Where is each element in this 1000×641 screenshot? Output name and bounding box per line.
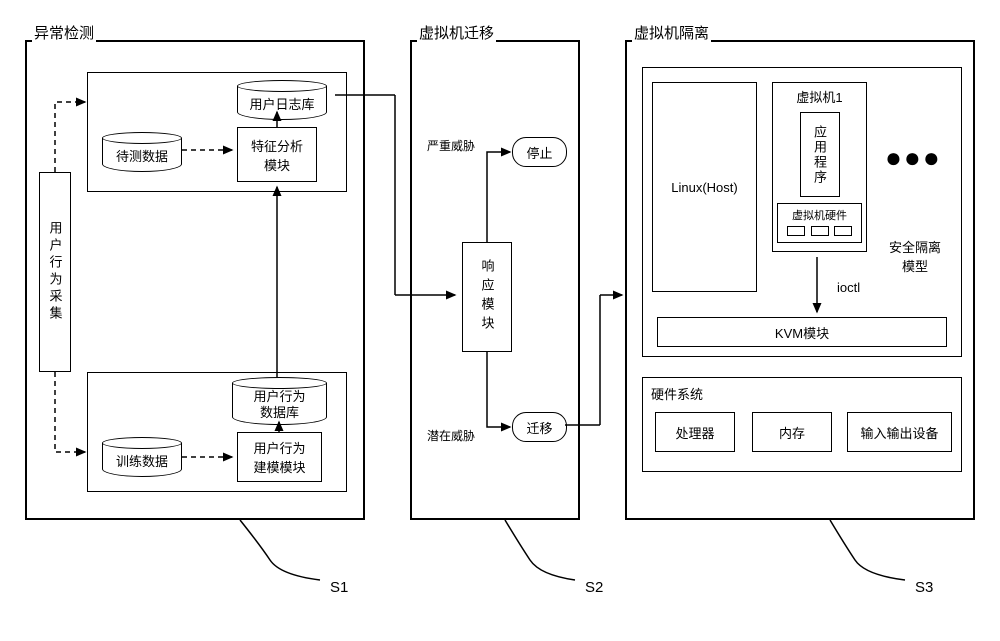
panel-s2: 虚拟机迁移 响应模块 停止 迁移 严重威胁 潜在威胁: [410, 40, 580, 520]
migrate-box: 迁移: [512, 412, 567, 442]
vm1-label: 虚拟机1: [796, 87, 842, 106]
vm-hardware-box: 虚拟机硬件: [777, 203, 862, 243]
migrate-label: 迁移: [526, 418, 552, 437]
user-behavior-model-box: 用户行为 建模模块: [237, 432, 322, 482]
stop-box: 停止: [512, 137, 567, 167]
vm-hardware-label: 虚拟机硬件: [792, 207, 847, 223]
io-label: 输入输出设备: [860, 423, 938, 442]
app-label: 应用程序: [810, 125, 829, 185]
mem-label: 内存: [779, 423, 805, 442]
user-collect-box: 用户行为采集: [39, 172, 71, 372]
hw-slot-1: [787, 226, 805, 236]
potential-threat-label: 潜在威胁: [427, 427, 475, 444]
cpu-box: 处理器: [655, 412, 735, 452]
user-behavior-model-label: 用户行为 建模模块: [253, 438, 305, 476]
panel-s1-title: 异常检测: [32, 22, 96, 43]
s2-tag: S2: [585, 579, 603, 596]
response-box: 响应模块: [462, 242, 512, 352]
s1-tag: S1: [330, 579, 348, 596]
hw-slot-2: [811, 226, 829, 236]
panel-s2-title: 虚拟机迁移: [417, 22, 496, 43]
isolation-model-label: 安全隔离 模型: [889, 237, 941, 275]
user-behavior-db-cyl: 用户行为 数据库: [232, 377, 327, 425]
feature-analysis-label: 特征分析 模块: [251, 136, 303, 174]
app-box: 应用程序: [800, 112, 840, 197]
io-box: 输入输出设备: [847, 412, 952, 452]
linux-host-box: Linux(Host): [652, 82, 757, 292]
kvm-label: KVM模块: [775, 323, 829, 342]
ioctl-label: ioctl: [837, 280, 860, 295]
user-collect-label: 用户行为采集: [46, 221, 65, 323]
train-data-label: 训练数据: [116, 451, 168, 470]
ellipsis-dots: ●●●: [885, 142, 942, 174]
stop-label: 停止: [526, 143, 552, 162]
feature-analysis-box: 特征分析 模块: [237, 127, 317, 182]
panel-s3-title: 虚拟机隔离: [632, 22, 711, 43]
panel-s1: 异常检测 用户行为采集 待测数据 用户日志库 特征分析 模块 训练数据 用户行为…: [25, 40, 365, 520]
user-log-db-label: 用户日志库: [249, 94, 314, 113]
cpu-label: 处理器: [675, 423, 714, 442]
user-behavior-db-label: 用户行为 数据库: [253, 389, 305, 420]
s3-tag: S3: [915, 579, 933, 596]
linux-host-label: Linux(Host): [671, 180, 737, 195]
panel-s3: 虚拟机隔离 Linux(Host) 虚拟机1 应用程序 虚拟机硬件 ●●● 安全…: [625, 40, 975, 520]
test-data-label: 待测数据: [116, 146, 168, 165]
hardware-sys-label: 硬件系统: [651, 384, 703, 403]
response-label: 响应模块: [478, 259, 497, 335]
test-data-cyl: 待测数据: [102, 132, 182, 172]
hw-slot-3: [834, 226, 852, 236]
kvm-box: KVM模块: [657, 317, 947, 347]
severe-threat-label: 严重威胁: [427, 137, 475, 154]
vm1-box: 虚拟机1 应用程序 虚拟机硬件: [772, 82, 867, 252]
mem-box: 内存: [752, 412, 832, 452]
user-log-db-cyl: 用户日志库: [237, 80, 327, 120]
train-data-cyl: 训练数据: [102, 437, 182, 477]
